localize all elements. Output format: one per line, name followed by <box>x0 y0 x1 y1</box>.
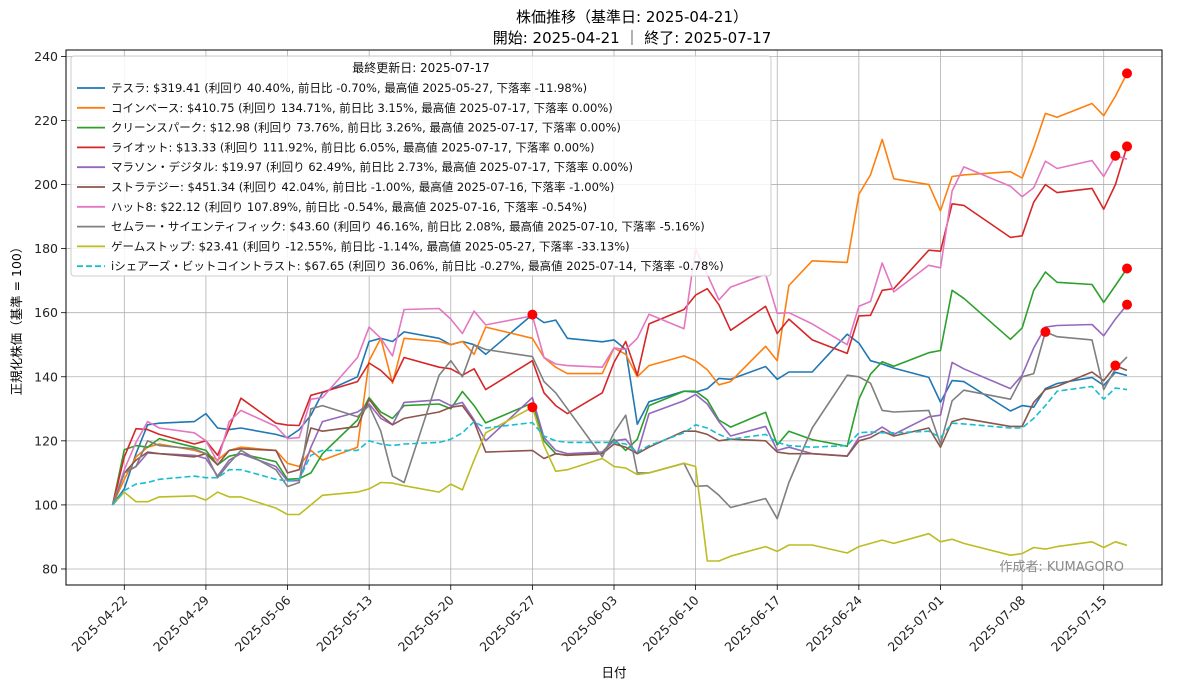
legend-entry-5: マラソン・デジタル: $19.97 (利回り 62.49%, 前日比 2.73%… <box>111 160 633 174</box>
x-axis-label: 日付 <box>601 665 626 680</box>
series-line-5 <box>111 304 1128 506</box>
marker-layer <box>527 68 1133 413</box>
y-tick-label: 80 <box>42 561 58 576</box>
peak-marker-2 <box>1122 68 1133 79</box>
series-line-4 <box>111 146 1128 506</box>
legend-entry-2: コインベース: $410.75 (利回り 134.71%, 前日比 3.15%,… <box>111 101 613 115</box>
peak-marker-4 <box>1122 141 1133 152</box>
y-tick-label: 180 <box>34 241 58 256</box>
series-line-6 <box>111 364 1128 506</box>
legend-title: 最終更新日: 2025-07-17 <box>352 60 490 75</box>
y-tick-label: 140 <box>34 369 58 384</box>
y-tick-label: 220 <box>34 113 58 128</box>
y-tick-label: 200 <box>34 177 58 192</box>
series-line-7 <box>111 154 1128 506</box>
series-line-9 <box>112 406 1128 562</box>
y-tick-label: 240 <box>34 49 58 64</box>
series-line-10 <box>111 385 1128 506</box>
peak-marker-9 <box>527 402 538 413</box>
y-tick-label: 160 <box>34 305 58 320</box>
legend-entry-8: セムラー・サイエンティフィック: $43.60 (利回り 46.16%, 前日比… <box>111 220 705 234</box>
peak-marker-8 <box>1040 326 1051 337</box>
peak-marker-1 <box>527 309 538 320</box>
y-tick-label: 100 <box>34 497 58 512</box>
series-line-8 <box>111 331 1128 520</box>
peak-marker-5 <box>1122 299 1133 310</box>
legend-entry-10: iシェアーズ・ビットコイントラスト: $67.65 (利回り 36.06%, 前… <box>111 259 724 273</box>
series-line-1 <box>111 313 1128 506</box>
y-axis-label: 正規化株価（基準 = 100） <box>9 241 24 396</box>
series-line-3 <box>111 268 1128 506</box>
series-layer <box>111 73 1128 562</box>
peak-marker-3 <box>1122 263 1133 274</box>
legend-entry-1: テスラ: $319.41 (利回り 40.40%, 前日比 -0.70%, 最高… <box>111 81 587 95</box>
chart-title: 株価推移（基準日: 2025-04-21） <box>516 8 748 26</box>
chart-subtitle: 開始: 2025-04-21 ｜ 終了: 2025-07-17 <box>493 29 772 47</box>
legend-entry-6: ストラテジー: $451.34 (利回り 42.04%, 前日比 -1.00%,… <box>111 180 614 194</box>
legend-items: テスラ: $319.41 (利回り 40.40%, 前日比 -0.70%, 最高… <box>77 81 724 273</box>
legend: 最終更新日: 2025-07-17 テスラ: $319.41 (利回り 40.4… <box>70 55 772 277</box>
legend-entry-3: クリーンスパーク: $12.98 (利回り 73.76%, 前日比 3.26%,… <box>111 121 621 135</box>
peak-marker-7 <box>1110 150 1121 161</box>
y-axis: 80 100 120 140 160 180 200 220 240 <box>34 49 66 576</box>
legend-entry-9: ゲームストップ: $23.41 (利回り -12.55%, 前日比 -1.14%… <box>111 239 630 253</box>
y-tick-label: 120 <box>34 433 58 448</box>
credit-annotation: 作成者: KUMAGORO <box>999 560 1124 575</box>
legend-entry-4: ライオット: $13.33 (利回り 111.92%, 前日比 6.05%, 最… <box>111 140 595 154</box>
legend-entry-7: ハット8: $22.12 (利回り 107.89%, 前日比 -0.54%, 最… <box>111 200 587 214</box>
peak-marker-6 <box>1110 360 1121 371</box>
legend-box <box>70 55 772 277</box>
